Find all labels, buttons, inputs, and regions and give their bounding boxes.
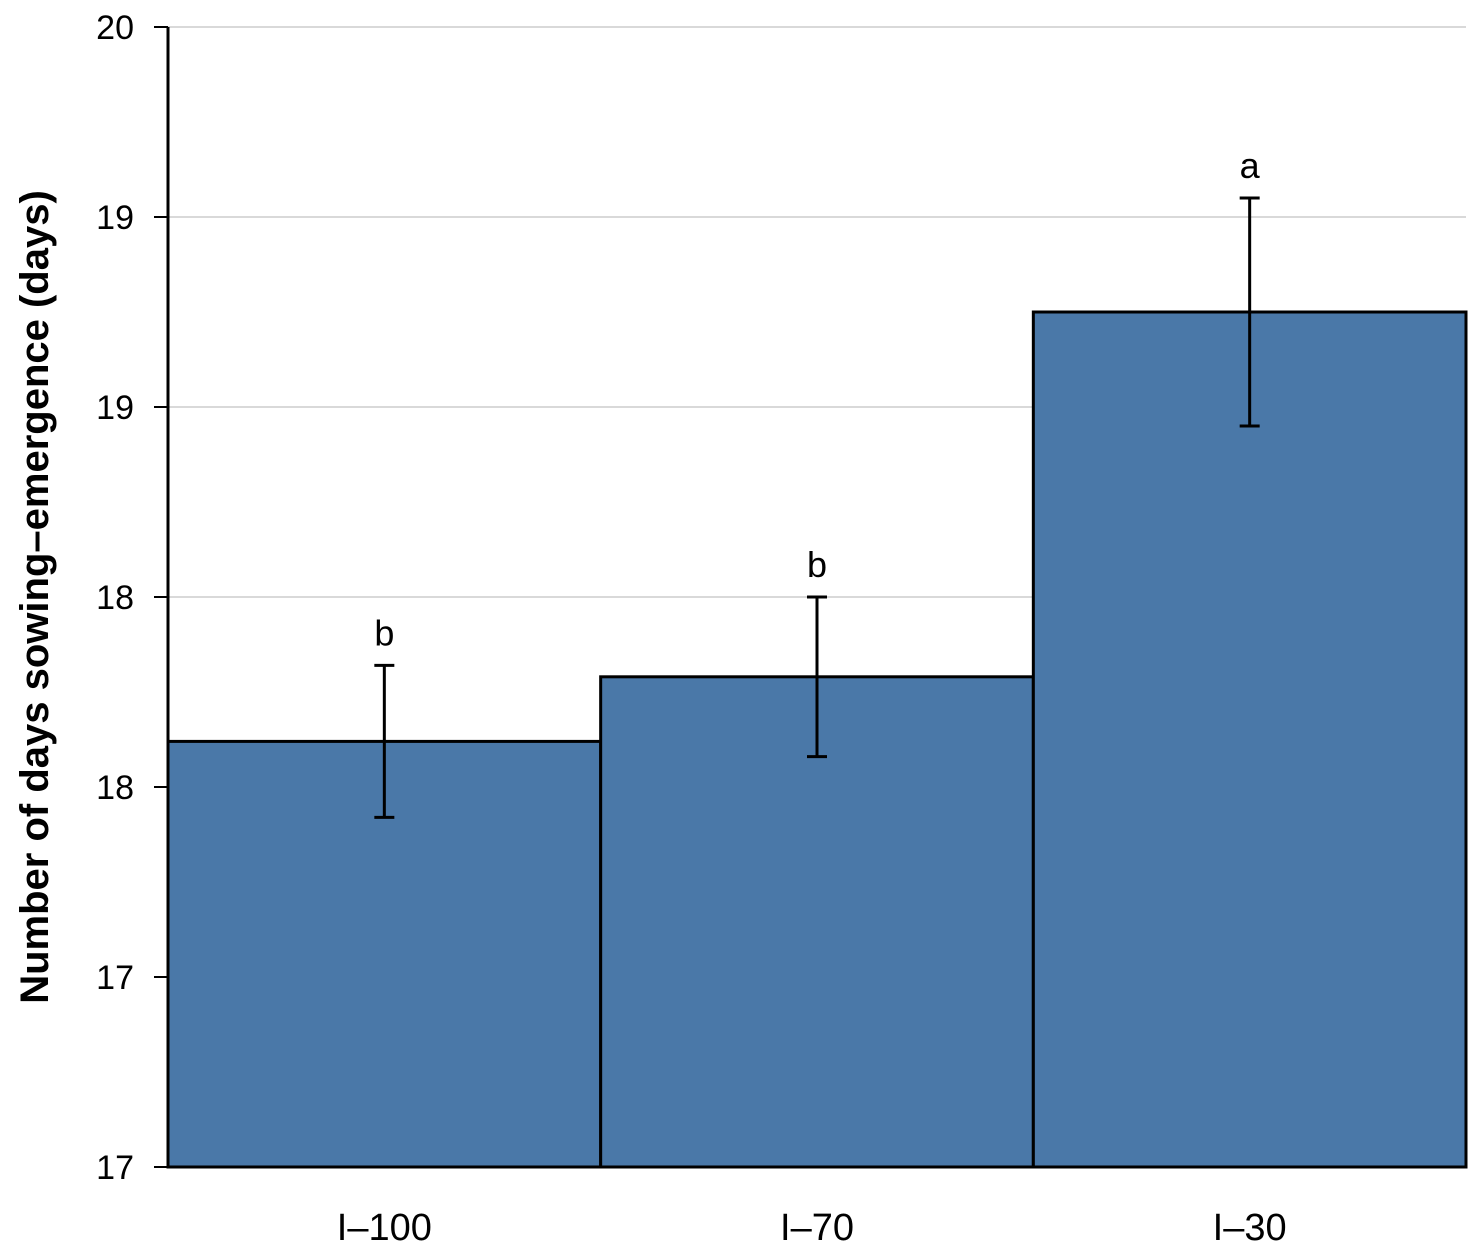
bars (166, 310, 1468, 1169)
significance-letter: b (807, 544, 827, 585)
significance-letter: b (374, 612, 394, 653)
x-tick-label: I–70 (780, 1207, 854, 1249)
y-tick-label: 20 (96, 9, 134, 47)
x-tick-label: I–100 (337, 1207, 432, 1249)
y-tick-label: 18 (96, 579, 134, 617)
bar (1031, 310, 1468, 1169)
y-tick-label: 17 (96, 959, 134, 997)
significance-letter: a (1240, 145, 1261, 186)
y-tick-label: 17 (96, 1149, 134, 1187)
x-tick-labels: I–100 I–70 I–30 (337, 1207, 1287, 1249)
axes (154, 26, 1466, 1169)
y-tick-label: 18 (96, 769, 134, 807)
error-bars (374, 196, 1260, 819)
y-tick-label: 19 (96, 389, 134, 427)
y-tick-labels: 17 17 18 18 19 19 20 (96, 9, 134, 1187)
y-tick-label: 19 (96, 199, 134, 237)
significance-letters: b b a (374, 145, 1260, 653)
y-axis-title: Number of days sowing–emergence (days) (13, 190, 57, 1004)
x-tick-label: I–30 (1213, 1207, 1287, 1249)
